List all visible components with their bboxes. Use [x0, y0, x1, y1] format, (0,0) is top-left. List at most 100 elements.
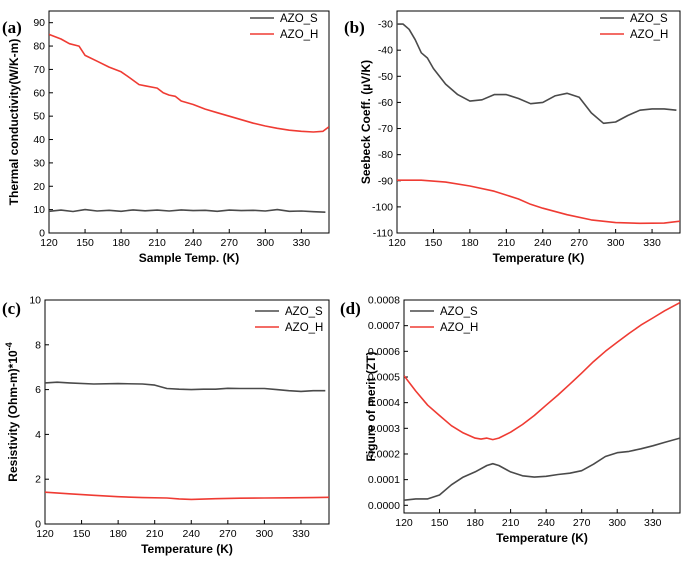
- chart-panel-3: (d) 120 150 180 210 240 270 300 330 0.0000 0.0001 0…: [340, 295, 681, 545]
- chart-panel-1: (b) 120 150 180 210 240 270 300 330 -30 -40 -50 -60 -…: [344, 10, 681, 265]
- x-tick-label: 210: [146, 528, 164, 540]
- series-line-azo-h: [45, 491, 329, 501]
- x-tick-label: 330: [292, 528, 310, 540]
- y-tick-label: 0.0005: [368, 371, 400, 383]
- x-tick-label: 180: [112, 237, 130, 249]
- x-tick-label: 270: [573, 517, 591, 529]
- legend-label: AZO_S: [440, 306, 478, 318]
- x-tick-label: 300: [256, 528, 274, 540]
- y-tick-label: 0.0007: [368, 320, 400, 332]
- legend-label: AZO_H: [440, 322, 478, 334]
- series-line-azo-h: [397, 179, 680, 225]
- x-axis-title: Temperature (K): [493, 251, 585, 265]
- x-tick-label: 150: [431, 517, 449, 529]
- x-tick-label: 150: [73, 528, 91, 540]
- x-tick-label: 300: [607, 237, 625, 249]
- y-tick-label: 0.0002: [368, 448, 400, 460]
- x-tick-label: 330: [643, 237, 661, 249]
- x-tick-label: 240: [184, 237, 202, 249]
- x-axis-title: Sample Temp. (K): [139, 251, 239, 265]
- panel-label: (b): [344, 18, 365, 37]
- x-tick-label: 120: [36, 528, 54, 540]
- y-axis-title-superscript: -4: [4, 342, 14, 350]
- x-tick-label: 180: [461, 237, 479, 249]
- legend-label: AZO_H: [630, 29, 668, 41]
- x-tick-label: 240: [537, 517, 555, 529]
- x-tick-label: 180: [109, 528, 127, 540]
- y-tick-label: 0.0004: [368, 397, 400, 409]
- y-axis-title-text: Figure of merit (ZT): [364, 352, 378, 462]
- y-tick-label: 40: [33, 134, 45, 146]
- x-tick-label: 210: [502, 517, 520, 529]
- x-tick-label: 300: [257, 237, 275, 249]
- y-tick-label: 0.0001: [368, 474, 400, 486]
- series-line-azo-h: [404, 301, 680, 441]
- legend-label: AZO_S: [280, 13, 318, 25]
- x-tick-label: 270: [220, 237, 238, 249]
- x-tick-label: 210: [498, 237, 516, 249]
- x-tick-label: 180: [466, 517, 484, 529]
- y-tick-label: 8: [35, 339, 41, 351]
- y-tick-label: -90: [378, 175, 393, 187]
- x-tick-label: 270: [219, 528, 237, 540]
- plot-frame: [396, 10, 681, 234]
- y-axis-title-text: Thermal conductivity(W/K-m): [7, 39, 21, 206]
- series-line-azo-s: [49, 208, 326, 213]
- y-tick-label: -110: [373, 228, 393, 240]
- legend-label: AZO_H: [285, 322, 323, 334]
- y-tick-label: 0: [35, 519, 41, 531]
- y-tick-label: 6: [35, 384, 41, 396]
- y-tick-label: 0.0003: [368, 423, 400, 435]
- y-tick-label: 20: [33, 181, 45, 193]
- y-tick-label: 90: [33, 17, 45, 29]
- y-tick-label: -50: [378, 71, 393, 83]
- x-tick-label: 300: [608, 517, 626, 529]
- y-tick-label: 10: [33, 204, 45, 216]
- panel-label: (a): [2, 18, 22, 37]
- x-tick-label: 120: [388, 237, 406, 249]
- x-tick-label: 240: [183, 528, 201, 540]
- x-tick-label: 120: [395, 517, 413, 529]
- y-tick-label: 2: [35, 474, 41, 486]
- y-tick-label: -40: [378, 45, 393, 57]
- series-line-azo-h: [49, 33, 329, 133]
- series-line-azo-s: [45, 381, 326, 393]
- y-tick-label: 0.0000: [368, 500, 400, 512]
- y-tick-label: -60: [378, 97, 393, 109]
- y-tick-label: 10: [29, 295, 41, 307]
- y-tick-label: 0: [39, 228, 45, 240]
- series-line-azo-s: [404, 437, 680, 501]
- y-tick-label: -30: [378, 19, 393, 31]
- y-tick-label: 50: [33, 111, 45, 123]
- plot-frame: [403, 299, 681, 514]
- y-tick-label: 4: [35, 429, 41, 441]
- y-tick-label: 70: [33, 64, 45, 76]
- x-tick-label: 120: [40, 237, 58, 249]
- y-tick-label: -80: [378, 149, 393, 161]
- y-tick-label: 0.0006: [368, 346, 400, 358]
- y-tick-label: -70: [378, 123, 393, 135]
- x-tick-label: 270: [570, 237, 588, 249]
- chart-panel-2: (c) 120 150 180 210 240 270 300 330 0 2 4 6 8 10 Temper…: [2, 295, 330, 556]
- x-tick-label: 330: [644, 517, 662, 529]
- x-tick-label: 240: [534, 237, 552, 249]
- x-axis-title: Temperature (K): [141, 542, 233, 556]
- x-tick-label: 150: [425, 237, 443, 249]
- x-tick-label: 210: [148, 237, 166, 249]
- y-axis-title: Thermal conductivity(W/K-m): [7, 39, 21, 206]
- panel-label: (c): [2, 299, 21, 318]
- y-tick-label: 60: [33, 87, 45, 99]
- x-tick-label: 150: [76, 237, 94, 249]
- plot-frame: [44, 299, 330, 525]
- y-axis-title-text: Seebeck Coeff. (µV/K): [359, 60, 373, 184]
- y-axis-title-text: Resistivity (Ohm-m)*10: [6, 350, 20, 482]
- series-line-azo-s: [397, 23, 677, 125]
- legend-label: AZO_S: [285, 306, 323, 318]
- legend-label: AZO_S: [630, 13, 668, 25]
- x-tick-label: 330: [293, 237, 311, 249]
- y-axis-title: Seebeck Coeff. (µV/K): [359, 60, 373, 184]
- y-axis-title: Resistivity (Ohm-m)*10-4: [4, 342, 20, 481]
- chart-panel-0: (a) 120 150 180 210 240 270 300 330 0 10 20 30 40 50 60…: [2, 10, 330, 265]
- x-axis-title: Temperature (K): [496, 531, 588, 545]
